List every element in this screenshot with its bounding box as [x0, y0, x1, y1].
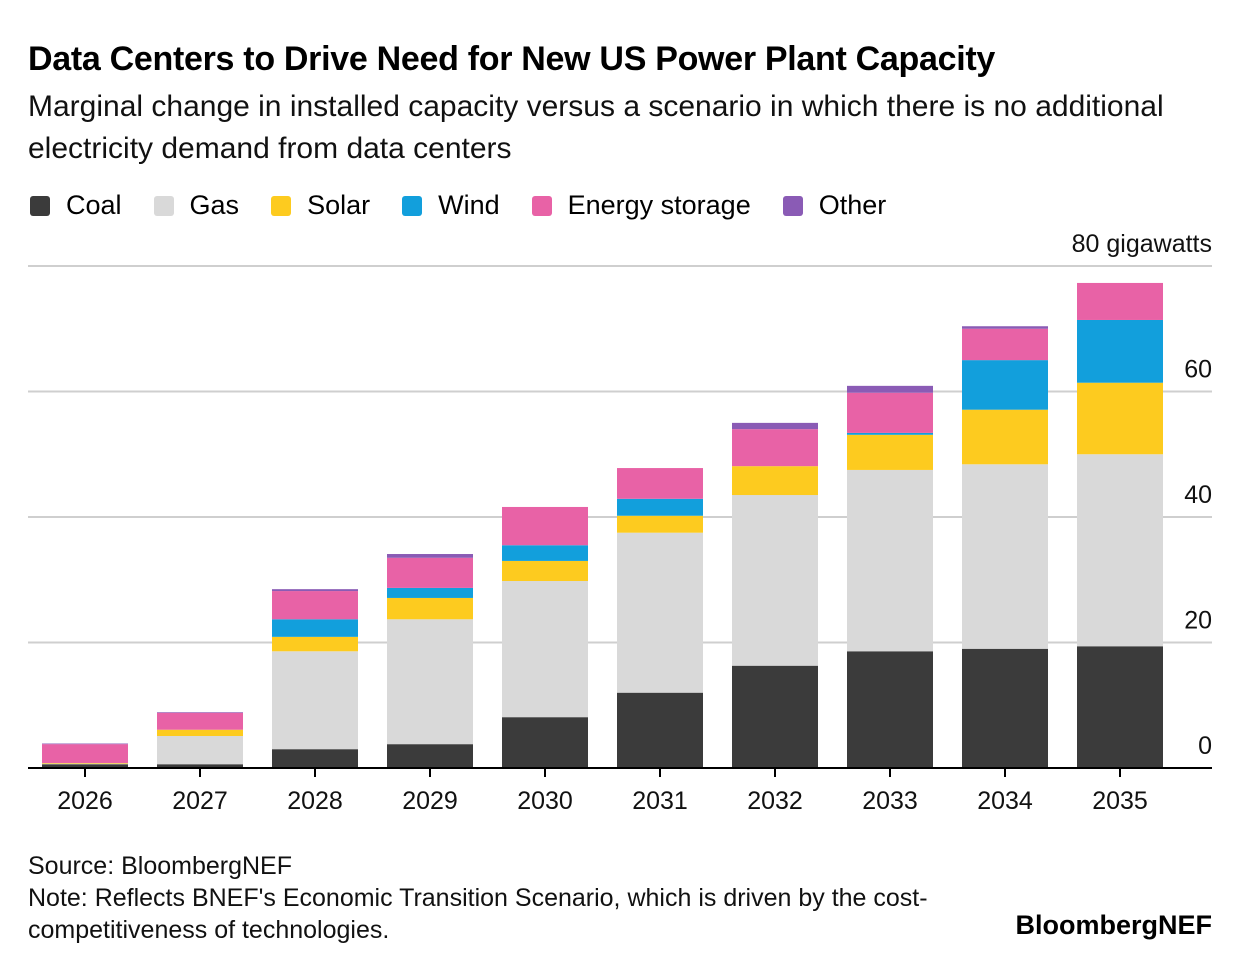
bar-segment-other: [387, 554, 473, 558]
x-tick-label: 2030: [517, 787, 573, 815]
bar-segment-other: [732, 422, 818, 430]
legend-swatch: [402, 195, 423, 216]
bar-segment-energy-storage: [617, 468, 703, 499]
bar-segment-energy-storage: [157, 712, 243, 730]
legend-label: Coal: [66, 190, 122, 220]
y-tick-label: 80 gigawatts: [1072, 230, 1212, 258]
bar-segment-solar: [617, 515, 703, 533]
bar-segment-other: [847, 385, 933, 393]
bar-segment-energy-storage: [1077, 282, 1163, 320]
bar-segment-coal: [617, 692, 703, 768]
bar-segment-energy-storage: [272, 591, 358, 620]
x-tick-label: 2032: [747, 787, 803, 815]
y-tick-label: 60: [1184, 356, 1212, 384]
bar-segment-coal: [42, 764, 128, 768]
bar-segment-wind: [617, 498, 703, 516]
y-tick-label: 0: [1198, 732, 1212, 760]
chart-subtitle: Marginal change in installed capacity ve…: [28, 90, 1164, 165]
bar-segment-solar: [387, 597, 473, 620]
bar-segment-coal: [962, 648, 1048, 768]
bar-segment-solar: [502, 560, 588, 582]
bar-segment-coal: [502, 717, 588, 768]
x-tick-label: 2035: [1092, 787, 1148, 815]
bar-segment-other: [962, 326, 1048, 329]
x-tick-label: 2026: [57, 787, 113, 815]
bar-segment-gas: [157, 735, 243, 765]
bar-segment-gas: [617, 532, 703, 693]
bar-segment-coal: [847, 651, 933, 768]
legend-item: Other: [782, 190, 887, 221]
legend-item: Wind: [402, 190, 500, 221]
legend-swatch: [153, 195, 174, 216]
bar-segment-coal: [272, 749, 358, 768]
legend-label: Gas: [189, 190, 240, 220]
bar-segment-solar: [157, 729, 243, 736]
legend-swatch: [271, 195, 292, 216]
bar-segment-solar: [847, 434, 933, 470]
bar-segment-energy-storage: [387, 557, 473, 588]
legend-swatch: [531, 195, 552, 216]
legend-item: Solar: [271, 190, 370, 221]
bar-segment-coal: [732, 665, 818, 768]
brand-logo: BloombergNEF: [1015, 910, 1212, 940]
legend-item: Gas: [153, 190, 240, 221]
source-text: Source: BloombergNEF: [28, 852, 293, 880]
x-tick-label: 2029: [402, 787, 458, 815]
bar-segment-other: [157, 712, 243, 713]
bar-segment-gas: [502, 581, 588, 718]
bar-segment-coal: [1077, 646, 1163, 768]
bar-segment-solar: [962, 409, 1048, 465]
legend-swatch: [30, 195, 50, 216]
x-tick-label: 2027: [172, 787, 228, 815]
bar-segment-wind: [962, 360, 1048, 410]
legend-item: Energy storage: [531, 190, 751, 221]
bar-segment-wind: [1077, 319, 1163, 383]
y-tick-label: 40: [1184, 481, 1212, 509]
legend-label: Wind: [438, 190, 500, 220]
footnotes: Source: BloombergNEF Note: Reflects BNEF…: [28, 850, 1018, 946]
y-tick-label: 20: [1184, 607, 1212, 635]
bar-segment-energy-storage: [732, 429, 818, 467]
note-text: Note: Reflects BNEF's Economic Transitio…: [28, 884, 928, 944]
legend-swatch: [782, 195, 803, 216]
bar-segment-other: [42, 743, 128, 745]
bar-segment-gas: [847, 469, 933, 652]
bar-segment-energy-storage: [502, 506, 588, 546]
x-tick-label: 2031: [632, 787, 688, 815]
x-tick-label: 2028: [287, 787, 343, 815]
bar-segment-gas: [272, 651, 358, 750]
bar-segment-energy-storage: [847, 392, 933, 433]
bar-segment-wind: [502, 545, 588, 561]
bar-segment-wind: [847, 432, 933, 435]
chart-title: Data Centers to Drive Need for New US Po…: [28, 40, 995, 78]
bar-segment-gas: [732, 495, 818, 666]
legend-label: Other: [818, 190, 887, 220]
bar-segment-gas: [42, 763, 128, 765]
bar-segment-solar: [42, 762, 128, 764]
bar-segment-wind: [387, 587, 473, 598]
bar-segment-coal: [157, 764, 243, 768]
bar-segment-coal: [387, 744, 473, 768]
legend-item: Coal: [30, 190, 122, 221]
bar-segment-energy-storage: [962, 328, 1048, 361]
bar-segment-gas: [962, 464, 1048, 649]
bar-segment-solar: [272, 636, 358, 652]
legend: Coal Gas Solar Wind Energy storage Other: [30, 190, 918, 221]
legend-label: Solar: [307, 190, 371, 220]
bar-segment-solar: [732, 466, 818, 496]
bar-segment-gas: [1077, 454, 1163, 647]
bar-segment-other: [272, 589, 358, 592]
bar-segment-wind: [272, 619, 358, 637]
bar-segment-solar: [1077, 382, 1163, 455]
bar-segment-energy-storage: [42, 744, 128, 763]
x-tick-label: 2033: [862, 787, 918, 815]
bar-segment-gas: [387, 619, 473, 745]
x-tick-label: 2034: [977, 787, 1033, 815]
legend-label: Energy storage: [567, 190, 751, 220]
